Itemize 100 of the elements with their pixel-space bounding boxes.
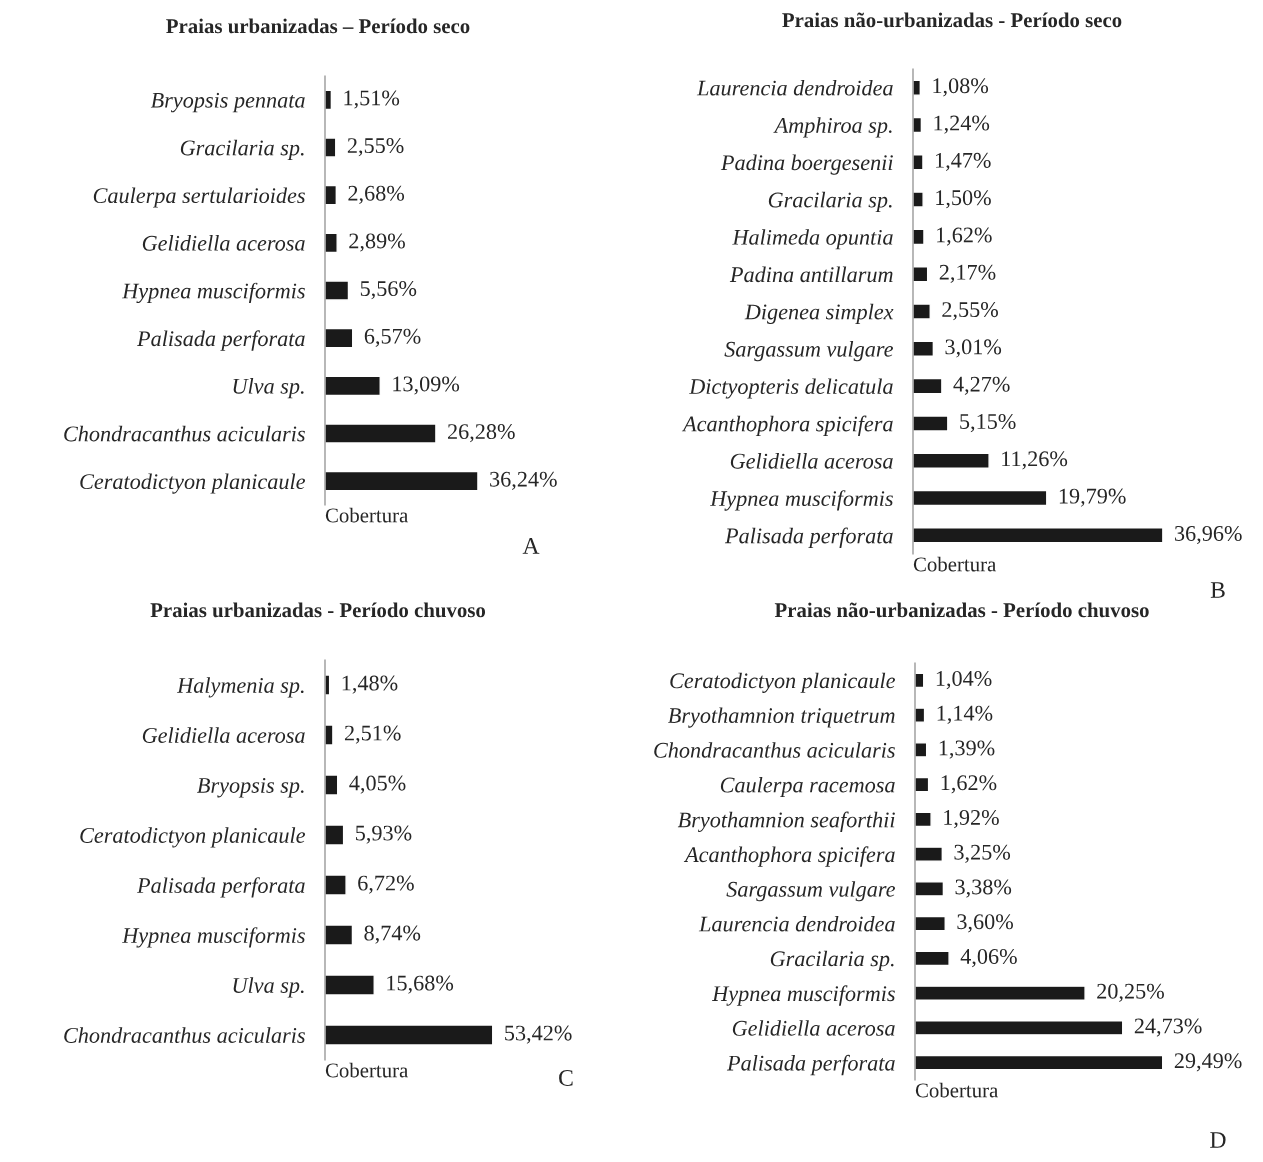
- bar: [915, 915, 946, 932]
- bar: [913, 79, 921, 96]
- data-label: 1,24%: [934, 115, 990, 134]
- y-tick-label: Hypnea musciformis: [712, 985, 895, 1006]
- y-tick-label: Palisada perforata: [136, 877, 305, 898]
- data-label: 3,25%: [954, 844, 1011, 863]
- text: B: [1210, 582, 1225, 598]
- bar: [913, 266, 929, 283]
- text: A: [522, 538, 540, 554]
- data-label: 2,17%: [939, 264, 996, 283]
- bar: [913, 527, 1164, 544]
- bar: [915, 811, 932, 828]
- bar: [325, 974, 375, 996]
- y-tick-label: Gracilaria sp.: [770, 950, 894, 971]
- bar: [913, 228, 925, 246]
- y-tick-label: Sargassum vulgare: [726, 881, 896, 902]
- data-label: 36,24%: [490, 471, 557, 490]
- bar: [325, 774, 339, 796]
- bar: [325, 924, 354, 946]
- bar: [915, 985, 1086, 1001]
- data-label: 6,57%: [364, 328, 421, 347]
- text: D: [1210, 1132, 1226, 1148]
- bar: [325, 375, 381, 397]
- y-tick-label: Palisada perforata: [724, 527, 893, 548]
- x-axis-title: Cobertura: [325, 507, 409, 523]
- bar: [915, 881, 945, 897]
- bar: [325, 874, 347, 896]
- data-label: 19,79%: [1059, 488, 1126, 507]
- data-label: 8,74%: [364, 925, 421, 944]
- data-label: 2,55%: [347, 138, 404, 157]
- x-axis-title: Cobertura: [915, 1082, 999, 1098]
- bar: [915, 707, 926, 723]
- y-tick-label: Halymenia sp.: [176, 677, 304, 698]
- data-label: 1,14%: [937, 705, 993, 724]
- y-tick-label: Gelidiella acerosa: [730, 453, 893, 469]
- data-label: 20,25%: [1097, 983, 1164, 1002]
- bar: [915, 1020, 1124, 1036]
- data-label: 5,56%: [360, 281, 417, 300]
- bar: [325, 137, 337, 158]
- bar: [913, 452, 990, 469]
- y-tick-label: Amphiroa sp.: [773, 117, 892, 138]
- data-label: 1,92%: [944, 809, 999, 829]
- bar: [915, 1054, 1164, 1071]
- x-axis-title: Cobertura: [913, 556, 997, 572]
- y-tick-label: Padina boergesenii: [720, 154, 893, 175]
- bar: [325, 327, 354, 349]
- y-tick-label: Chondracanthus acicularis: [654, 742, 895, 758]
- data-label: 1,51%: [344, 90, 400, 109]
- y-tick-label: Chondracanthus acicularis: [64, 1027, 305, 1043]
- bar: [325, 724, 334, 746]
- y-tick-label: Acanthophora spicifera: [683, 846, 895, 867]
- data-label: 4,06%: [960, 948, 1017, 968]
- data-label: 4,05%: [349, 775, 406, 794]
- data-label: 3,01%: [945, 339, 1002, 358]
- data-label: 2,68%: [348, 185, 405, 204]
- y-tick-label: Laurencia dendroidea: [698, 915, 895, 932]
- y-tick-label: Dictyopteris delicatula: [689, 378, 893, 399]
- data-label: 2,55%: [942, 302, 998, 321]
- data-label: 3,60%: [957, 914, 1013, 933]
- bar: [325, 184, 338, 206]
- data-label: 1,47%: [936, 152, 991, 172]
- chart-title: Praias não-urbanizadas - Período seco: [782, 12, 1122, 28]
- data-label: 5,93%: [356, 825, 412, 844]
- data-label: 4,27%: [953, 376, 1010, 395]
- y-tick-label: Caulerpa racemosa: [720, 776, 895, 798]
- y-tick-label: Laurencia dendroidea: [696, 79, 893, 96]
- bar: [915, 742, 928, 758]
- data-label: 1,50%: [936, 190, 991, 209]
- bar: [913, 377, 943, 395]
- bar: [325, 280, 350, 301]
- y-tick-label: Bryothamnion triquetrum: [667, 707, 895, 728]
- bar: [325, 824, 345, 846]
- y-tick-label: Bryopsis sp.: [197, 777, 304, 798]
- bar: [913, 303, 931, 320]
- data-label: 6,72%: [358, 875, 414, 894]
- y-tick-label: Halimeda opuntia: [732, 229, 893, 250]
- bar: [325, 423, 437, 444]
- data-label: 24,73%: [1134, 1018, 1202, 1037]
- data-label: 29,49%: [1174, 1053, 1242, 1072]
- y-tick-label: Caulerpa sertularioides: [93, 187, 305, 208]
- y-tick-label: Hypnea musciformis: [710, 490, 893, 511]
- y-tick-label: Gelidiella acerosa: [142, 235, 305, 251]
- chart-title: Praias não-urbanizadas - Período chuvoso: [774, 602, 1149, 618]
- y-tick-label: Ceratodictyon planicaule: [80, 827, 306, 848]
- y-tick-label: Bryopsis pennata: [150, 92, 305, 113]
- y-tick-label: Gracilaria sp.: [768, 191, 892, 213]
- data-label: 1,39%: [939, 740, 995, 759]
- chart-title: Praias urbanizadas - Período chuvoso: [150, 602, 486, 618]
- y-tick-label: Gracilaria sp.: [180, 139, 304, 160]
- bar: [325, 1024, 494, 1046]
- y-tick-label: Ulva sp.: [233, 977, 304, 998]
- data-label: 1,08%: [933, 78, 989, 97]
- data-label: 26,28%: [447, 424, 515, 443]
- y-tick-label: Palisada perforata: [726, 1054, 895, 1076]
- bar: [325, 470, 479, 492]
- bar: [325, 232, 338, 254]
- y-tick-label: Chondracanthus acicularis: [64, 425, 305, 442]
- data-label: 1,48%: [342, 675, 398, 694]
- x-axis-title: Cobertura: [325, 1062, 409, 1078]
- bar: [913, 415, 949, 432]
